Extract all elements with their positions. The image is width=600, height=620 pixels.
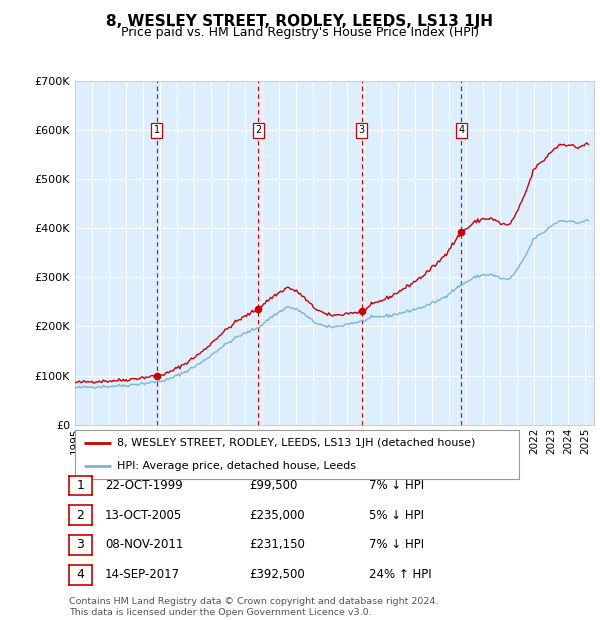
- Text: £99,500: £99,500: [249, 479, 298, 492]
- Text: 22-OCT-1999: 22-OCT-1999: [105, 479, 183, 492]
- Text: 14-SEP-2017: 14-SEP-2017: [105, 569, 180, 581]
- Text: Contains HM Land Registry data © Crown copyright and database right 2024.
This d: Contains HM Land Registry data © Crown c…: [69, 598, 439, 617]
- Text: 4: 4: [458, 125, 464, 136]
- Text: 24% ↑ HPI: 24% ↑ HPI: [369, 569, 431, 581]
- Text: 2: 2: [76, 509, 85, 521]
- Text: 2: 2: [256, 125, 262, 136]
- Text: 5% ↓ HPI: 5% ↓ HPI: [369, 509, 424, 521]
- Text: HPI: Average price, detached house, Leeds: HPI: Average price, detached house, Leed…: [117, 461, 356, 471]
- Text: 08-NOV-2011: 08-NOV-2011: [105, 539, 184, 551]
- Text: £235,000: £235,000: [249, 509, 305, 521]
- Text: 1: 1: [154, 125, 160, 136]
- Text: 1: 1: [76, 479, 85, 492]
- Text: 13-OCT-2005: 13-OCT-2005: [105, 509, 182, 521]
- Text: 8, WESLEY STREET, RODLEY, LEEDS, LS13 1JH: 8, WESLEY STREET, RODLEY, LEEDS, LS13 1J…: [107, 14, 493, 29]
- Text: £231,150: £231,150: [249, 539, 305, 551]
- Text: 8, WESLEY STREET, RODLEY, LEEDS, LS13 1JH (detached house): 8, WESLEY STREET, RODLEY, LEEDS, LS13 1J…: [117, 438, 476, 448]
- Text: Price paid vs. HM Land Registry's House Price Index (HPI): Price paid vs. HM Land Registry's House …: [121, 26, 479, 39]
- Text: 4: 4: [76, 569, 85, 581]
- Text: 3: 3: [76, 539, 85, 551]
- Text: 3: 3: [359, 125, 365, 136]
- Text: 7% ↓ HPI: 7% ↓ HPI: [369, 539, 424, 551]
- Text: £392,500: £392,500: [249, 569, 305, 581]
- Text: 7% ↓ HPI: 7% ↓ HPI: [369, 479, 424, 492]
